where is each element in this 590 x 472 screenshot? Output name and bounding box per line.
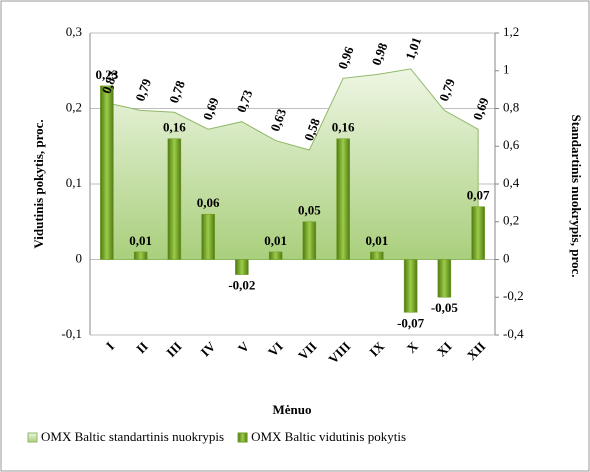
bar xyxy=(437,259,452,298)
bar xyxy=(268,251,283,260)
data-label: 0,07 xyxy=(467,188,490,203)
y2-tick-label: 1 xyxy=(503,62,510,77)
y2-tick-label: 0 xyxy=(503,250,510,265)
data-label: -0,07 xyxy=(397,315,425,330)
bar xyxy=(100,85,114,260)
y-tick-label: 0,2 xyxy=(66,99,82,114)
data-label: 0,16 xyxy=(332,120,355,135)
y2-tick-label: -0,4 xyxy=(503,326,524,341)
y2-axis-label: Standartinis nuokrypis, proc. xyxy=(569,114,584,277)
data-label: 0,79 xyxy=(436,76,458,103)
data-label: 0,01 xyxy=(264,233,287,248)
y-axis-label: Vidutinis pokytis, proc. xyxy=(31,119,46,248)
data-label: 0,23 xyxy=(96,67,119,82)
y2-tick-label: 1,2 xyxy=(503,24,519,39)
y2-tick-label: 0,2 xyxy=(503,213,519,228)
data-label: 0,63 xyxy=(267,106,289,133)
data-label: 0,01 xyxy=(366,233,389,248)
y-tick-label: 0,1 xyxy=(66,175,82,190)
data-label: 0,73 xyxy=(234,87,256,114)
data-label: 0,98 xyxy=(369,40,391,67)
y-tick-label: -0,1 xyxy=(61,326,82,341)
x-axis-label: Mėnuo xyxy=(273,402,312,417)
bar xyxy=(133,251,148,260)
data-label: -0,02 xyxy=(228,278,255,293)
legend-swatch xyxy=(27,432,38,443)
bar xyxy=(167,138,182,260)
bar xyxy=(201,213,215,260)
data-label: 0,83 xyxy=(99,69,121,96)
bar xyxy=(471,206,485,260)
bar xyxy=(403,259,418,313)
data-label: -0,05 xyxy=(431,300,459,315)
y2-tick-label: -0,2 xyxy=(503,288,524,303)
bar xyxy=(235,259,249,275)
y2-tick-label: 0,8 xyxy=(503,99,519,114)
bar xyxy=(336,138,350,260)
data-label: 0,96 xyxy=(335,44,357,71)
legend-swatch xyxy=(237,432,248,443)
y2-tick-label: 0,6 xyxy=(503,137,520,152)
data-label: 0,79 xyxy=(132,76,154,103)
data-label: 0,69 xyxy=(470,95,492,122)
data-label: 0,78 xyxy=(166,78,188,105)
legend-label: OMX Baltic vidutinis pokytis xyxy=(251,429,406,444)
data-label: 0,01 xyxy=(129,233,152,248)
y-tick-label: 0,3 xyxy=(66,24,82,39)
y-tick-label: 0 xyxy=(76,250,83,265)
data-label: 0,06 xyxy=(197,195,220,210)
data-label: 0,58 xyxy=(301,116,323,143)
bar xyxy=(302,221,317,260)
data-label: 1,01 xyxy=(402,35,424,62)
bar xyxy=(370,251,384,260)
data-label: 0,16 xyxy=(163,120,186,135)
data-label: 0,69 xyxy=(200,95,222,122)
legend-label: OMX Baltic standartinis nuokrypis xyxy=(41,429,224,444)
y2-tick-label: 0,4 xyxy=(503,175,520,190)
data-label: 0,05 xyxy=(298,203,321,218)
